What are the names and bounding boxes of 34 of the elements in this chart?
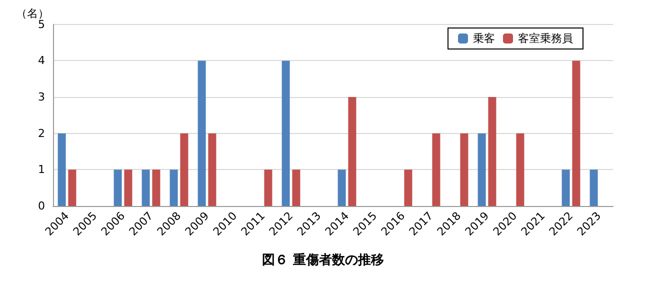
y-tick-label: 2 — [38, 126, 45, 140]
y-axis-title: （名） — [16, 7, 49, 20]
bar — [516, 133, 524, 206]
legend-label: 乗客 — [473, 32, 495, 45]
bar — [58, 133, 66, 206]
bar — [292, 170, 300, 206]
bar — [488, 97, 496, 206]
bar — [572, 60, 580, 206]
bar — [338, 170, 346, 206]
bar — [170, 170, 178, 206]
y-tick-label: 1 — [38, 163, 45, 176]
y-tick-label: 0 — [38, 200, 45, 212]
y-tick-label: 4 — [38, 54, 45, 68]
text: 図６ 重傷者数の推移 — [262, 252, 384, 268]
bar — [152, 170, 160, 206]
bar — [68, 170, 76, 206]
bar — [180, 133, 188, 206]
bar — [282, 60, 290, 206]
bar — [208, 133, 216, 206]
bar — [198, 60, 206, 206]
bar — [348, 97, 356, 206]
bar — [142, 170, 150, 206]
bar — [590, 170, 598, 206]
bar — [562, 170, 570, 206]
legend-label: 客室乗務員 — [518, 32, 573, 45]
bar — [404, 170, 412, 206]
bar — [264, 170, 272, 206]
bar — [460, 133, 468, 206]
bar — [114, 170, 122, 206]
bar — [432, 133, 440, 206]
bar — [124, 170, 132, 206]
y-tick-label: 5 — [38, 18, 45, 31]
bar — [478, 133, 486, 206]
y-tick-label: 3 — [38, 90, 45, 104]
